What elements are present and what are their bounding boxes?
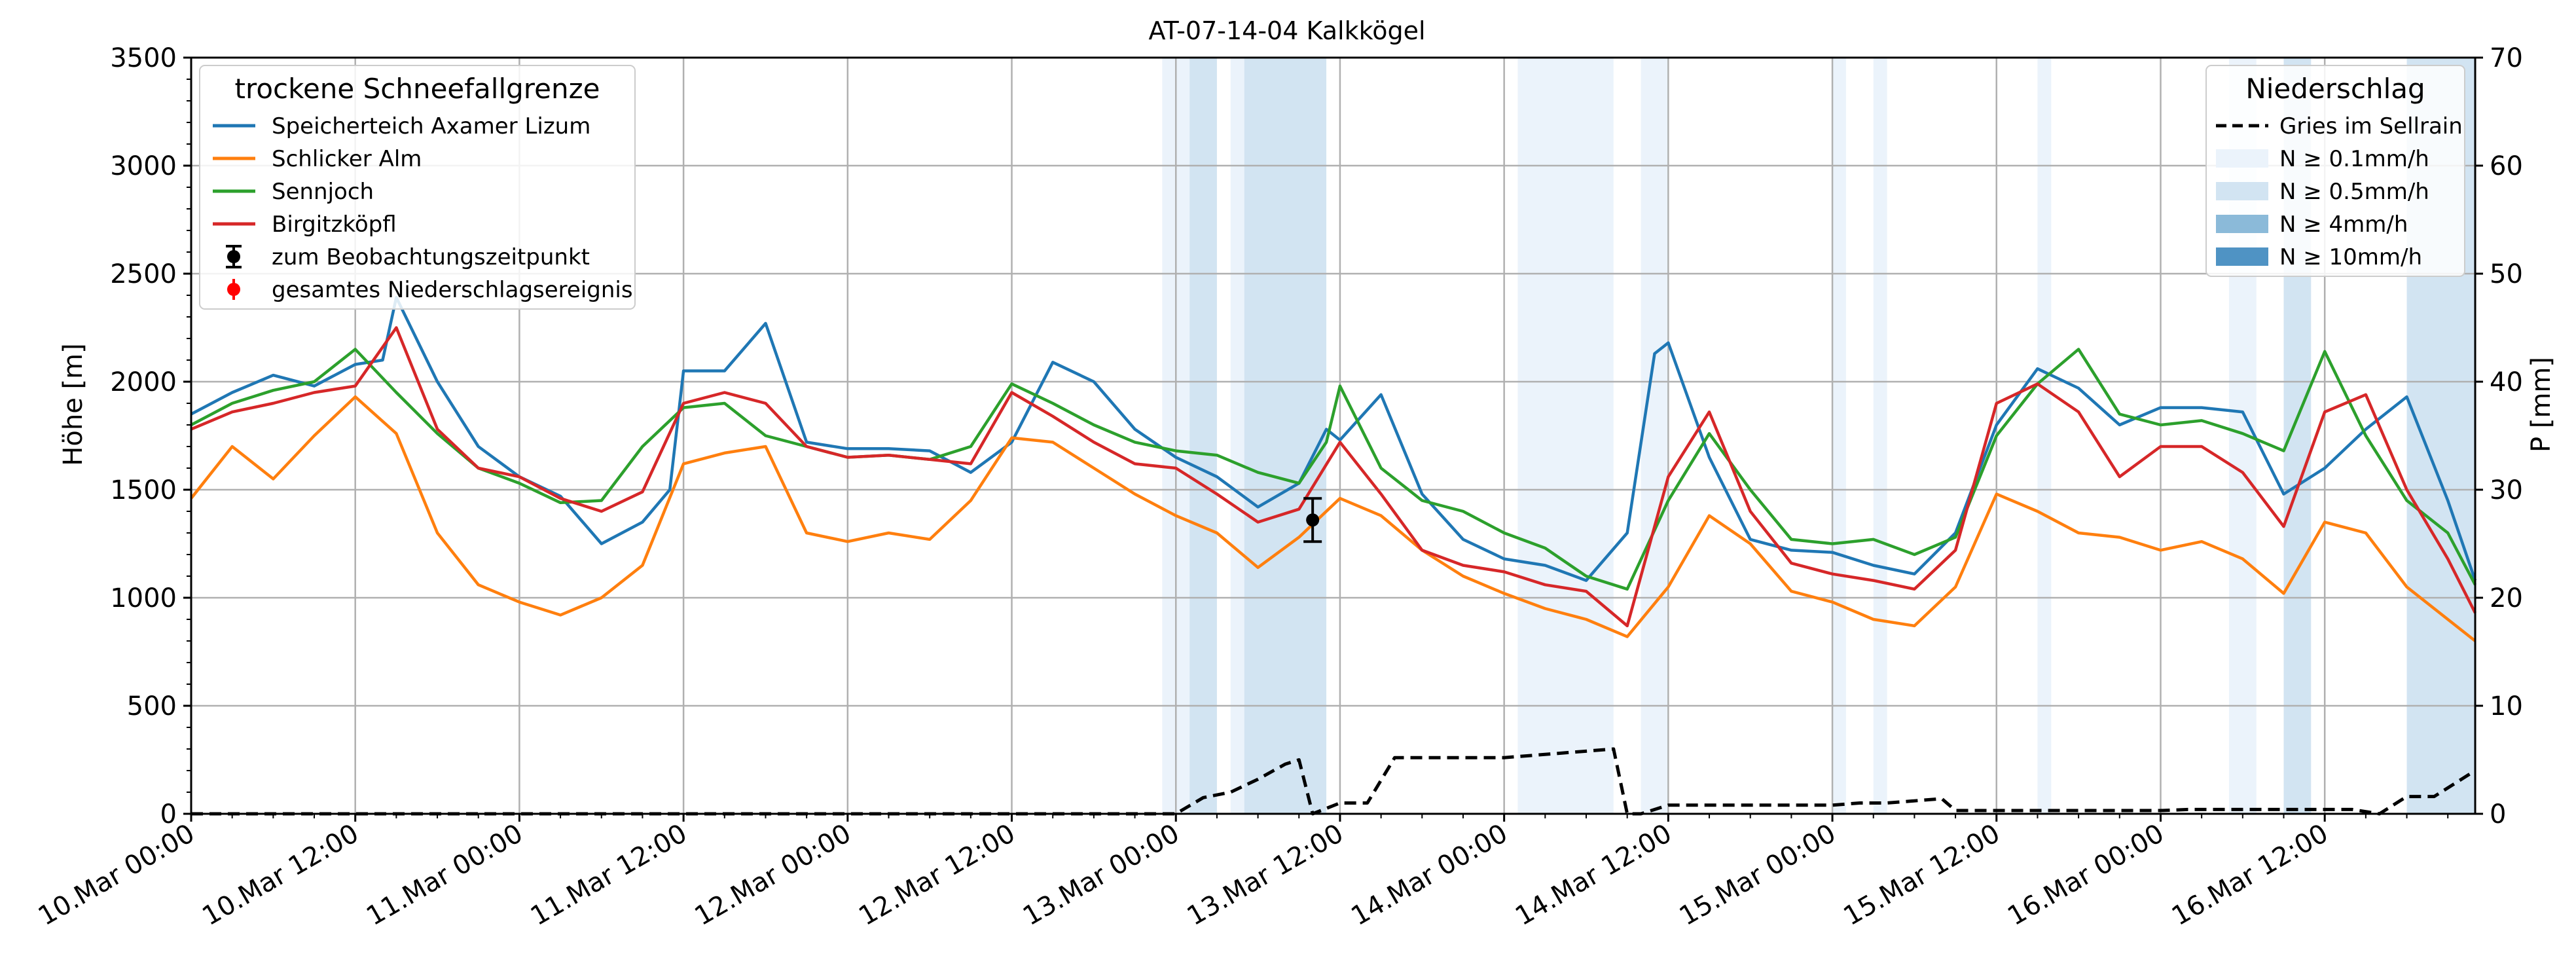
legend-label: zum Beobachtungszeitpunkt (272, 244, 590, 270)
legend-snowline: trockene Schneefallgrenze Speicherteich A… (199, 65, 636, 310)
y-tick-label: 3000 (110, 151, 177, 181)
series-line-schlicker-alm (190, 395, 2476, 642)
precip-band (1230, 58, 1244, 814)
y-right-tick-label: 50 (2490, 259, 2523, 289)
legend-fill-swatch (2216, 149, 2268, 168)
y-tick-label: 1000 (110, 583, 177, 613)
y-right-tick-label: 40 (2490, 367, 2523, 397)
y-right-tick-label: 20 (2490, 583, 2523, 613)
legend-label: N ≥ 0.1mm/h (2279, 146, 2429, 172)
observation-marker (1303, 497, 1322, 543)
legend-label: Gries im Sellrain (2279, 113, 2463, 139)
precip-band (2037, 58, 2052, 814)
y-tick-label: 1500 (110, 475, 177, 505)
legend-fill-swatch (2216, 182, 2268, 200)
series-line-birgitzk-pfl (190, 326, 2477, 628)
y-tick-label: 3500 (110, 43, 177, 73)
y-right-tick-label: 30 (2490, 475, 2523, 505)
legend-label: N ≥ 10mm/h (2279, 244, 2422, 270)
y-right-tick-label: 70 (2490, 43, 2523, 73)
y-tick-label: 2000 (110, 367, 177, 397)
y-tick-label: 500 (127, 691, 177, 721)
legend-box (2205, 65, 2465, 277)
y-right-tick-label: 10 (2490, 691, 2523, 721)
legend-box (199, 65, 636, 310)
legend-label: N ≥ 0.5mm/h (2279, 179, 2429, 205)
precip-band (1517, 58, 1614, 814)
legend-label: N ≥ 4mm/h (2279, 211, 2408, 238)
precip-band (1832, 58, 1846, 814)
y-axis-right-label: P [mm] (2526, 357, 2556, 452)
legend-point-swatch (227, 283, 240, 296)
y-tick-label: 2500 (110, 259, 177, 289)
y-right-tick-label: 0 (2490, 799, 2506, 830)
y-axis-label: Höhe [m] (58, 343, 88, 465)
series-line-speicherteich-axamer-lizum (190, 296, 2477, 582)
legend-fill-swatch (2216, 215, 2268, 233)
legend-point-swatch (227, 250, 240, 263)
precip-band (1189, 58, 1217, 814)
precip-band (1873, 58, 1887, 814)
series-line-sennjoch (190, 348, 2476, 591)
legend-title: trockene Schneefallgrenze (235, 73, 600, 105)
precip-bands (1162, 58, 2475, 814)
legend-label: Birgitzköpfl (272, 211, 397, 238)
legend-label: gesamtes Niederschlagsereignis (272, 277, 633, 303)
legend-precipitation: Niederschlag Gries im Sellrain N ≥ 0.1mm/h… (2205, 65, 2465, 277)
precip-band (1244, 58, 1327, 814)
y-right-tick-label: 60 (2490, 151, 2523, 181)
y-tick-label: 0 (160, 799, 177, 830)
legend-fill-swatch (2216, 247, 2268, 266)
observation-point (1306, 513, 1320, 527)
plot-frame (190, 56, 2476, 815)
precip-band (1641, 58, 1669, 814)
legend-label: Speicherteich Axamer Lizum (272, 113, 590, 139)
legend-title: Niederschlag (2245, 73, 2425, 105)
chart-title: AT-07-14-04 Kalkkögel (1148, 16, 1425, 45)
legend-label: Schlicker Alm (272, 146, 422, 172)
legend-label: Sennjoch (272, 179, 374, 205)
